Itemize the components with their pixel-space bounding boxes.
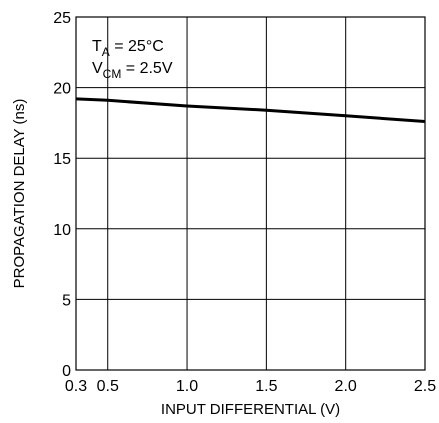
vcm-symbol: V <box>92 60 103 77</box>
grid <box>76 17 425 370</box>
x-tick-label: 2.0 <box>335 378 357 395</box>
y-tick-label: 0 <box>62 363 71 380</box>
y-tick-label: 10 <box>53 222 71 239</box>
x-tick-labels: 0.3 0.5 1.0 1.5 2.0 2.5 <box>65 378 436 395</box>
common-mode-voltage-annotation: VCM = 2.5V <box>92 60 173 81</box>
temperature-symbol: T <box>92 38 102 55</box>
plot-frame <box>75 16 426 371</box>
x-tick-label: 1.5 <box>255 378 277 395</box>
x-axis-title: INPUT DIFFERENTIAL (V) <box>161 401 340 418</box>
temperature-subscript: A <box>102 45 110 59</box>
y-tick-label: 25 <box>53 10 71 27</box>
x-tick-label: 1.0 <box>176 378 198 395</box>
y-tick-label: 5 <box>62 292 71 309</box>
vcm-subscript: CM <box>103 67 122 81</box>
y-tick-label: 15 <box>53 151 71 168</box>
temperature-annotation: TA = 25°C <box>92 38 164 59</box>
x-tick-label: 0.5 <box>97 378 119 395</box>
vcm-value: = 2.5V <box>121 60 172 77</box>
x-tick-label: 0.3 <box>65 378 87 395</box>
x-tick-label: 2.5 <box>414 378 436 395</box>
series-layer <box>75 97 426 123</box>
y-tick-label: 20 <box>53 81 71 98</box>
y-axis-title: PROPAGATION DELAY (ns) <box>11 99 28 289</box>
propagation-delay-line <box>75 97 426 123</box>
temperature-value: = 25°C <box>110 38 164 55</box>
y-tick-labels: 0 5 10 15 20 25 <box>53 10 71 380</box>
